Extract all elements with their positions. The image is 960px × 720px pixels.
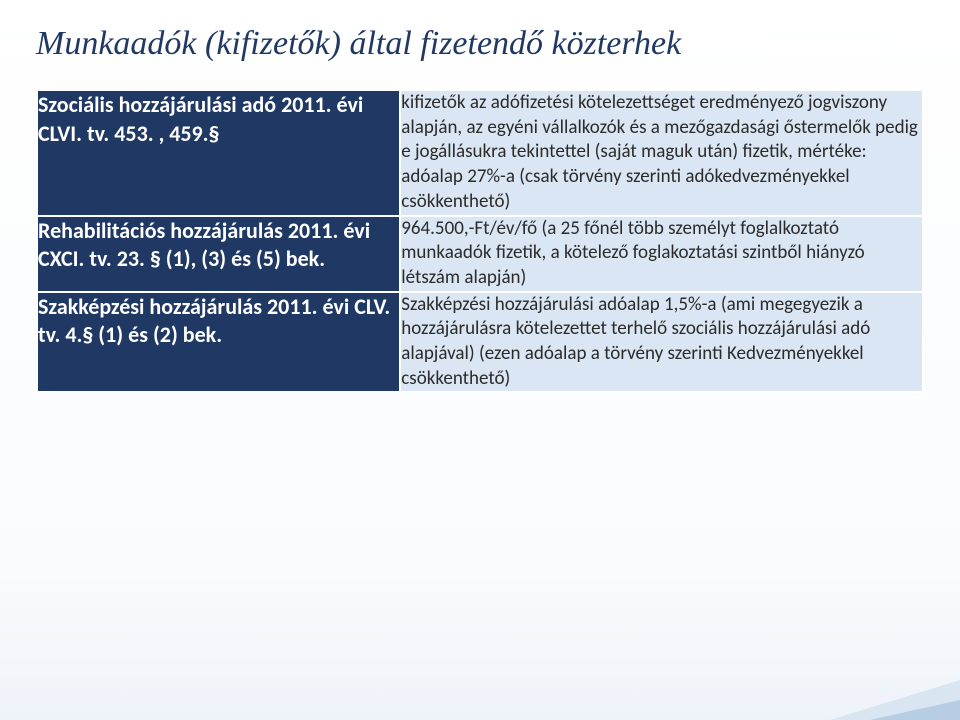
table-row: Szakképzési hozzájárulás 2011. évi CLV. … [37,292,923,393]
row1-right: kifizetők az adófizetési kötelezettséget… [400,90,923,215]
row2-right: 964.500,-Ft/év/fő (a 25 főnél több szemé… [400,216,923,292]
row2-left: Rehabilitációs hozzájárulás 2011. évi CX… [37,216,400,292]
table-row: Szociális hozzájárulási adó 2011. évi CL… [37,90,923,215]
table-row: Rehabilitációs hozzájárulás 2011. évi CX… [37,216,923,292]
content-table: Szociális hozzájárulási adó 2011. évi CL… [36,89,924,393]
row1-left: Szociális hozzájárulási adó 2011. évi CL… [37,90,400,215]
row3-right: Szakképzési hozzájárulási adóalap 1,5%-a… [400,292,923,393]
slide: Munkaadók (kifizetők) által fizetendő kö… [0,0,960,720]
row3-left: Szakképzési hozzájárulás 2011. évi CLV. … [37,292,400,393]
decorative-corner [830,680,960,720]
slide-title: Munkaadók (kifizetők) által fizetendő kö… [36,24,924,63]
